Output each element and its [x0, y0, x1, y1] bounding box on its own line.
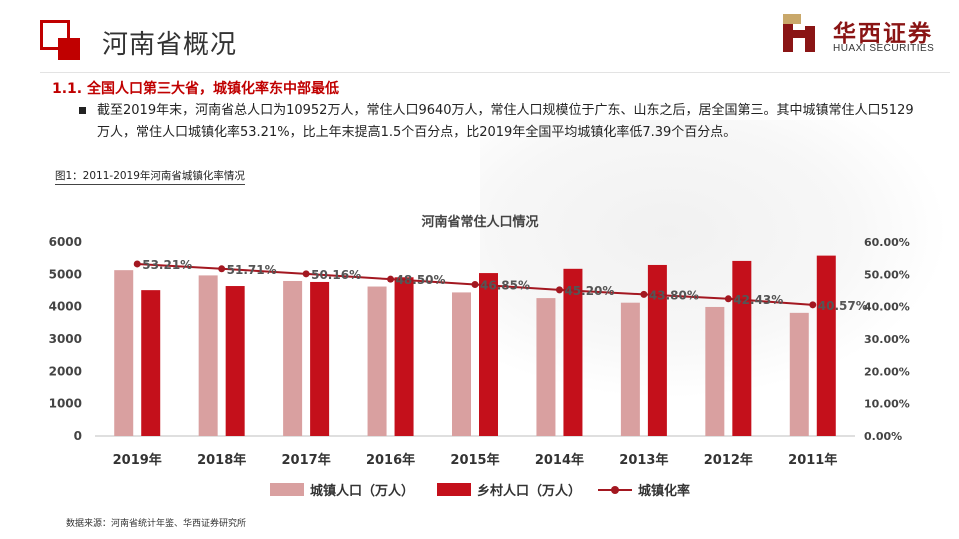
y-right-tick-label: 20.00%	[864, 365, 910, 378]
bar-rural	[563, 268, 583, 436]
bar-urban	[789, 312, 809, 436]
rate-point	[471, 281, 479, 289]
bar-rural	[816, 255, 836, 436]
legend-urban-label: 城镇人口（万人）	[310, 484, 415, 499]
legend-rural: 乡村人口（万人）	[437, 480, 581, 499]
rate-data-label: 51.71%	[227, 263, 277, 277]
y-right-tick-label: 50.00%	[864, 268, 910, 281]
rate-data-label: 46.85%	[480, 279, 530, 293]
legend-urban-swatch	[270, 483, 304, 496]
x-tick-label: 2017年	[282, 452, 331, 468]
rate-point	[133, 260, 141, 268]
bar-rural	[647, 264, 667, 436]
rate-data-label: 45.20%	[564, 284, 614, 298]
x-tick-label: 2018年	[197, 452, 246, 468]
bar-rural	[225, 286, 245, 436]
legend-rate: 城镇化率	[598, 480, 690, 499]
brand-logo: 华西证券 HUAXI SECURITIES	[779, 10, 949, 60]
page-title: 河南省概况	[102, 30, 238, 60]
y-right-tick-label: 30.00%	[864, 333, 910, 346]
y-right-tick-label: 10.00%	[864, 398, 910, 411]
y-right-tick-label: 60.00%	[864, 236, 910, 249]
legend-rate-label: 城镇化率	[638, 484, 691, 499]
x-tick-label: 2016年	[366, 452, 415, 468]
figure-caption: 图1：2011-2019年河南省城镇化率情况	[55, 168, 245, 185]
y-left-tick-label: 5000	[49, 267, 82, 281]
section-heading: 1.1. 全国人口第三大省，城镇化率东中部最低	[52, 81, 339, 97]
urbanization-chart: 河南省常住人口情况 0 1000 2000 3000 4000 5000 6000 0.00% 1…	[49, 214, 910, 468]
bar-urban	[620, 302, 640, 436]
rate-point	[302, 270, 310, 278]
x-tick-label: 2015年	[450, 452, 499, 468]
section-logo-icon	[40, 20, 82, 62]
bar-rural	[310, 281, 330, 436]
chart-title: 河南省常住人口情况	[421, 214, 538, 230]
x-tick-label: 2011年	[788, 452, 837, 468]
y-left-tick-label: 0	[74, 429, 82, 443]
bar-rural	[394, 277, 414, 436]
rate-point	[555, 286, 563, 294]
bar-urban	[536, 298, 556, 436]
rate-point	[218, 265, 226, 273]
bar-rural	[732, 260, 752, 436]
bar-urban	[114, 270, 134, 436]
y-left-tick-label: 3000	[49, 332, 82, 346]
legend-urban: 城镇人口（万人）	[270, 480, 414, 499]
rate-point	[809, 301, 817, 309]
huaxi-logo-icon	[783, 14, 815, 52]
chart-legend: 城镇人口（万人） 乡村人口（万人） 城镇化率	[0, 480, 959, 504]
rate-point	[387, 275, 395, 283]
rate-data-label: 48.50%	[396, 273, 446, 287]
bar-rural	[479, 273, 498, 436]
x-tick-label: 2012年	[704, 452, 753, 468]
rate-data-label: 40.57%	[818, 299, 868, 313]
rate-data-label: 42.43%	[733, 293, 783, 307]
brand-name: 华西证券	[833, 20, 933, 47]
square-bullet-icon	[79, 107, 86, 114]
bar-urban	[452, 292, 471, 436]
y-left-tick-label: 2000	[49, 364, 82, 378]
y-left-tick-label: 6000	[49, 235, 82, 249]
rate-point	[724, 295, 732, 303]
y-right-tick-label: 40.00%	[864, 301, 910, 314]
bar-urban	[367, 286, 387, 436]
y-right-tick-label: 0.00%	[864, 430, 902, 443]
legend-rural-swatch	[437, 483, 471, 496]
summary-bullet: 截至2019年末，河南省总人口为10952万人，常住人口9640万人，常住人口规…	[79, 100, 917, 144]
bar-urban	[283, 280, 303, 436]
x-tick-label: 2019年	[113, 452, 162, 468]
y-left-tick-label: 1000	[49, 397, 82, 411]
x-tick-label: 2013年	[619, 452, 668, 468]
rate-data-label: 53.21%	[142, 258, 192, 272]
y-left-tick-label: 4000	[49, 300, 82, 314]
rate-data-label: 50.16%	[311, 268, 361, 282]
source-note: 数据来源：河南省统计年鉴、华西证券研究所	[66, 519, 247, 529]
legend-rural-label: 乡村人口（万人）	[477, 484, 582, 499]
bar-rural	[141, 290, 161, 436]
bar-urban	[198, 275, 218, 436]
rate-point	[640, 290, 648, 298]
brand-english-name: HUAXI SECURITIES	[833, 43, 935, 54]
summary-text: 截至2019年末，河南省总人口为10952万人，常住人口9640万人，常住人口规…	[97, 103, 914, 140]
rate-data-label: 43.80%	[649, 288, 699, 302]
bar-urban	[705, 306, 725, 436]
x-tick-label: 2014年	[535, 452, 584, 468]
legend-rate-swatch	[598, 483, 632, 496]
title-divider	[40, 72, 950, 73]
